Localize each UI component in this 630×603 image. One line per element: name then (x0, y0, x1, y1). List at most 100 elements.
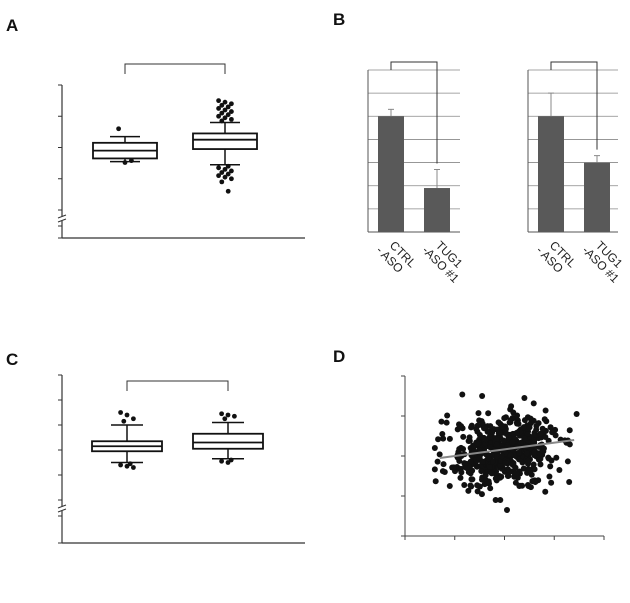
scatter-point (552, 432, 559, 439)
outlier-point (222, 99, 228, 105)
scatter-point (487, 423, 494, 430)
box-iqr (192, 432, 264, 450)
scatter-point (492, 497, 499, 503)
scatter-point (553, 454, 560, 461)
scatter-point (526, 424, 533, 431)
scatter-point (474, 440, 481, 447)
scatter-point (461, 460, 468, 467)
scatter-point (513, 470, 520, 477)
outlier-point (131, 465, 136, 470)
scatter-point (499, 423, 506, 430)
scatter-point (479, 393, 486, 399)
scatter-point (540, 445, 547, 452)
scatter-point (494, 453, 501, 460)
outlier-point (216, 113, 222, 119)
outlier-point (219, 458, 225, 464)
scatter-point (503, 507, 510, 513)
outlier-point (225, 188, 231, 194)
scatter-point (446, 435, 453, 442)
significance-bracket (550, 61, 598, 150)
scatter-point (507, 417, 514, 424)
scatter-point (501, 415, 508, 422)
panel-b-sas-bar-chart: CTRL- ASO TUG1-ASO #1 (527, 61, 626, 286)
scatter-point (545, 455, 552, 462)
scatter-point (529, 478, 536, 485)
scatter-point (524, 457, 531, 464)
panel-label-b: B (333, 10, 345, 29)
x-category-label: CTRL- ASO (533, 234, 579, 280)
scatter-point (509, 461, 516, 468)
scatter-point (546, 473, 553, 480)
scatter-point (527, 415, 534, 422)
scatter-point (497, 497, 504, 503)
scatter-point (521, 435, 528, 442)
scatter-point (535, 456, 542, 463)
scatter-point (431, 466, 438, 473)
x-category-label: TUG1-ASO #1 (419, 234, 471, 286)
outlier-point (216, 173, 222, 179)
scatter-point (467, 458, 474, 465)
panel-c-boxplot (57, 374, 305, 544)
scatter-point (480, 458, 487, 465)
scatter-point (440, 461, 447, 468)
outlier-point (225, 460, 231, 465)
scatter-point (505, 434, 512, 441)
scatter-point (478, 491, 485, 498)
scatter-point (537, 430, 544, 437)
outlier-point (116, 126, 121, 132)
scatter-point (541, 416, 548, 423)
outlier-point (222, 174, 228, 180)
scatter-point (531, 449, 538, 456)
scatter-point (431, 445, 438, 452)
scatter-point (486, 480, 493, 487)
scatter-point (542, 488, 549, 495)
outlier-point (129, 158, 134, 164)
outlier-point (124, 412, 130, 418)
axis-break-mark (57, 508, 67, 513)
outlier-point (229, 101, 234, 107)
panel-a-boxplot (57, 63, 305, 239)
scatter-point (487, 485, 494, 492)
outlier-point (222, 166, 228, 172)
significance-bracket (390, 61, 438, 164)
outlier-point (229, 109, 234, 114)
scatter-point (564, 458, 571, 465)
scatter-point (516, 449, 523, 456)
scatter-point (436, 451, 443, 458)
scatter-point (474, 488, 481, 495)
scatter-point (432, 478, 439, 485)
outlier-point (225, 163, 231, 169)
bar (424, 188, 450, 232)
scatter-point (527, 484, 534, 491)
outlier-point (118, 462, 123, 468)
scatter-point (435, 436, 442, 443)
x-category-label: CTRL- ASO (373, 234, 419, 280)
scatter-point (521, 395, 528, 401)
scatter-point (523, 450, 530, 457)
scatter-point (525, 466, 532, 473)
scatter-point (566, 479, 573, 485)
scatter-point (513, 429, 520, 436)
scatter-point (502, 459, 509, 466)
scatter-point (479, 420, 486, 427)
scatter-point (468, 422, 475, 429)
outlier-point (225, 412, 231, 418)
scatter-point (497, 474, 504, 481)
scatter-point (510, 409, 517, 416)
scatter-point (498, 453, 505, 460)
panel-label-d: D (333, 347, 345, 366)
scatter-point (542, 407, 549, 414)
outlier-point (121, 418, 127, 424)
scatter-point (530, 400, 537, 407)
scatter-point (454, 426, 461, 433)
bar (538, 116, 564, 232)
scatter-point (521, 417, 528, 424)
scatter-point (465, 487, 472, 494)
scatter-point (457, 474, 464, 481)
outlier-point (124, 463, 130, 469)
bar (584, 162, 610, 232)
scatter-point (495, 419, 502, 426)
scatter-point (524, 430, 531, 437)
outlier-point (219, 118, 225, 124)
scatter-point (488, 470, 495, 477)
